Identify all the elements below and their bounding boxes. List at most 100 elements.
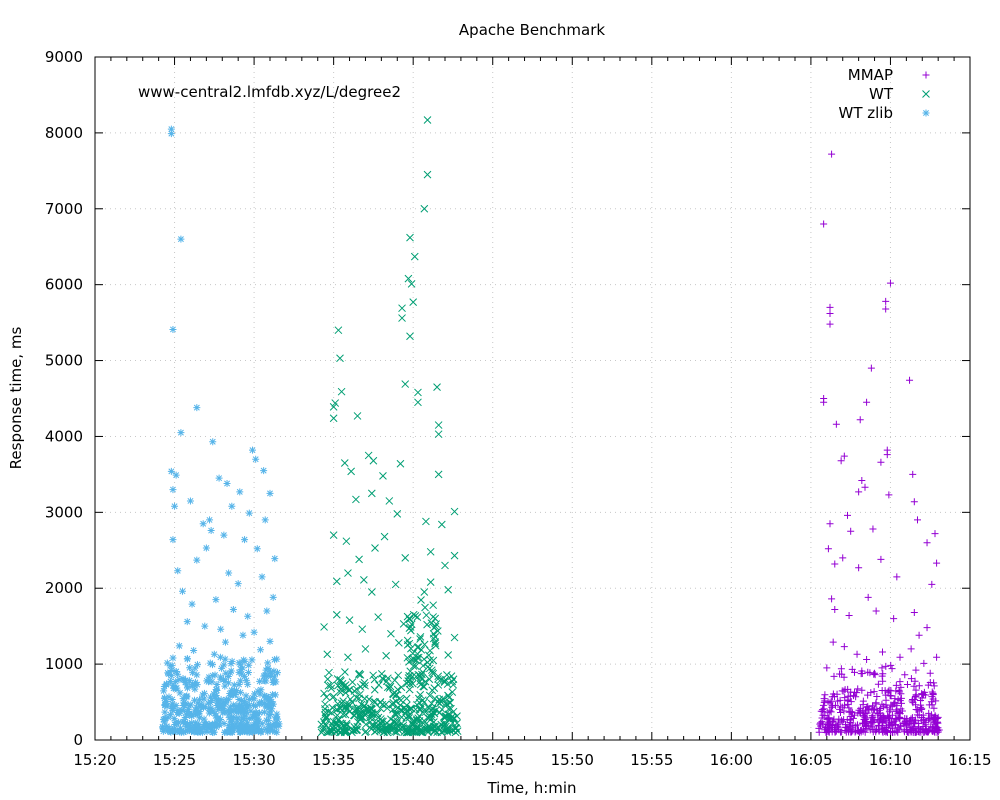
- data-point: [902, 722, 910, 730]
- data-point: [827, 697, 835, 705]
- data-point: [928, 693, 936, 701]
- data-point: [159, 723, 167, 731]
- data-point: [210, 728, 218, 736]
- data-point: [327, 684, 336, 693]
- data-point: [839, 718, 847, 726]
- data-point: [275, 722, 283, 730]
- data-point: [832, 420, 840, 428]
- data-point: [402, 725, 411, 734]
- data-point: [431, 694, 439, 703]
- legend-label-wt-zlib: WT zlib: [839, 104, 894, 122]
- data-point: [912, 686, 920, 694]
- data-point: [443, 671, 451, 679]
- data-point: [841, 701, 849, 709]
- data-point: [896, 714, 904, 722]
- data-point: [829, 717, 837, 725]
- data-point: [824, 545, 832, 553]
- y-tick-label: 8000: [45, 124, 83, 142]
- data-point: [354, 718, 362, 726]
- data-point: [271, 555, 279, 563]
- data-point: [176, 724, 184, 732]
- data-point: [209, 672, 217, 680]
- data-point: [261, 516, 269, 524]
- data-point: [869, 713, 877, 721]
- data-point: [372, 719, 380, 727]
- data-point: [429, 705, 437, 714]
- data-point: [170, 703, 178, 711]
- data-point: [235, 680, 243, 688]
- data-point: [272, 678, 280, 686]
- data-point: [897, 690, 905, 698]
- data-point: [828, 595, 836, 603]
- data-point: [242, 676, 250, 684]
- data-point: [161, 708, 169, 716]
- data-point: [408, 649, 417, 658]
- data-point: [872, 699, 880, 707]
- data-point: [193, 404, 201, 412]
- data-point: [427, 666, 436, 675]
- data-point: [826, 310, 834, 318]
- data-point: [826, 520, 834, 528]
- data-point: [930, 682, 938, 690]
- data-point: [196, 714, 204, 722]
- data-point: [225, 569, 233, 577]
- data-point: [226, 724, 234, 732]
- data-point: [249, 446, 256, 454]
- data-point: [235, 696, 243, 704]
- data-point: [421, 603, 429, 612]
- data-point: [251, 702, 259, 710]
- legend-marker: [922, 109, 930, 117]
- data-point: [210, 721, 218, 729]
- data-point: [424, 651, 433, 660]
- data-point: [356, 671, 365, 679]
- data-point: [166, 727, 174, 735]
- data-point: [887, 661, 895, 669]
- data-point: [167, 467, 175, 475]
- data-point: [197, 700, 205, 708]
- data-point: [271, 719, 279, 727]
- data-point: [868, 712, 876, 720]
- data-point: [401, 554, 410, 562]
- data-point: [210, 650, 218, 658]
- data-point: [203, 728, 211, 736]
- data-point: [160, 725, 168, 733]
- data-point: [243, 709, 251, 717]
- data-point: [267, 668, 275, 676]
- data-point: [859, 697, 867, 705]
- data-point: [319, 718, 328, 726]
- data-point: [215, 721, 223, 729]
- data-point: [876, 713, 884, 721]
- data-point: [846, 692, 854, 700]
- data-point: [846, 718, 854, 726]
- data-point: [200, 689, 208, 697]
- data-point: [232, 703, 240, 711]
- data-point: [321, 705, 329, 713]
- data-point: [896, 678, 904, 686]
- axis-ticks: [94, 56, 971, 741]
- data-point: [214, 698, 222, 706]
- data-point: [399, 620, 408, 628]
- data-point: [861, 714, 869, 722]
- data-point: [223, 728, 231, 736]
- data-point: [847, 527, 855, 535]
- data-point: [420, 655, 428, 664]
- data-point: [367, 705, 376, 714]
- data-points: [159, 116, 943, 737]
- annotation-label: www-central2.lmfdb.xyz/L/degree2: [138, 83, 401, 101]
- data-point: [271, 691, 279, 699]
- data-point: [329, 402, 338, 411]
- data-point: [162, 697, 170, 705]
- data-point: [863, 703, 871, 711]
- data-point: [420, 204, 429, 213]
- data-point: [405, 714, 414, 722]
- data-point: [180, 701, 188, 709]
- data-point: [177, 235, 185, 243]
- data-point: [348, 678, 357, 686]
- data-point: [444, 651, 453, 659]
- data-point: [412, 728, 421, 737]
- data-point: [847, 727, 855, 735]
- y-axis-title: Response time, ms: [7, 326, 25, 469]
- legend: MMAP WT WT zlib: [839, 66, 930, 122]
- data-point: [434, 681, 443, 689]
- data-point: [245, 701, 253, 709]
